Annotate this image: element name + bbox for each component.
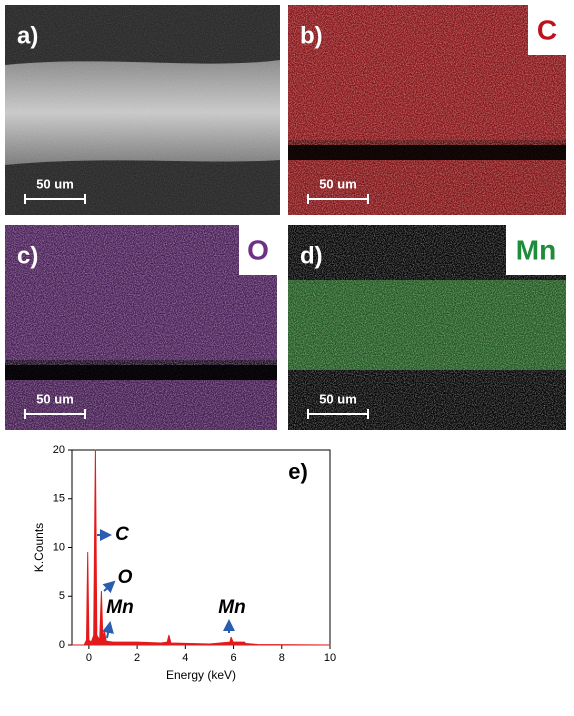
x-tick-label: 2: [134, 652, 140, 664]
panel-label: a): [17, 22, 38, 49]
peak-annotation: O: [118, 567, 133, 588]
element-label: C: [537, 14, 557, 45]
x-tick-label: 10: [324, 652, 336, 664]
peak-annotation: C: [115, 524, 129, 545]
x-tick-label: 6: [230, 652, 236, 664]
dark-band: [5, 365, 277, 380]
x-tick-label: 8: [279, 652, 285, 664]
panel-label: d): [300, 242, 323, 269]
peak-annotation: Mn: [106, 597, 133, 618]
element-box: [528, 5, 566, 55]
spectrum: [71, 449, 331, 646]
scale-bar-label: 50 um: [319, 391, 357, 406]
noise: [5, 225, 277, 430]
panel-label: e): [288, 459, 308, 484]
x-axis-label: Energy (keV): [166, 668, 236, 682]
y-tick-label: 10: [53, 541, 65, 553]
y-tick-label: 20: [53, 444, 65, 456]
x-tick-label: 4: [182, 652, 188, 664]
peak-annotation: Mn: [218, 597, 245, 618]
image-panel: b) C 50 um: [288, 5, 566, 215]
noise: [5, 5, 280, 215]
element-box: [239, 225, 277, 275]
noise: [288, 5, 566, 215]
scale-bar-label: 50 um: [36, 391, 74, 406]
element-label: Mn: [516, 234, 556, 265]
panel-label: c): [17, 242, 38, 269]
annotation-arrow: [102, 621, 114, 639]
image-panel: a) 50 um: [5, 5, 280, 215]
panel-label: b): [300, 22, 323, 49]
image-panel: c) O 50 um: [5, 225, 277, 430]
y-tick-label: 0: [59, 639, 65, 651]
image-panel: d) Mn 50 um: [288, 225, 566, 430]
y-tick-label: 15: [53, 493, 65, 505]
y-tick-label: 5: [59, 590, 65, 602]
scale-bar-label: 50 um: [319, 176, 357, 191]
x-tick-label: 0: [86, 652, 92, 664]
element-box: [506, 225, 566, 275]
element-label: O: [247, 234, 269, 265]
annotation-arrow: [102, 580, 116, 594]
dark-band: [288, 145, 566, 160]
y-axis-label: K.Counts: [32, 523, 46, 572]
scale-bar-label: 50 um: [36, 176, 74, 191]
